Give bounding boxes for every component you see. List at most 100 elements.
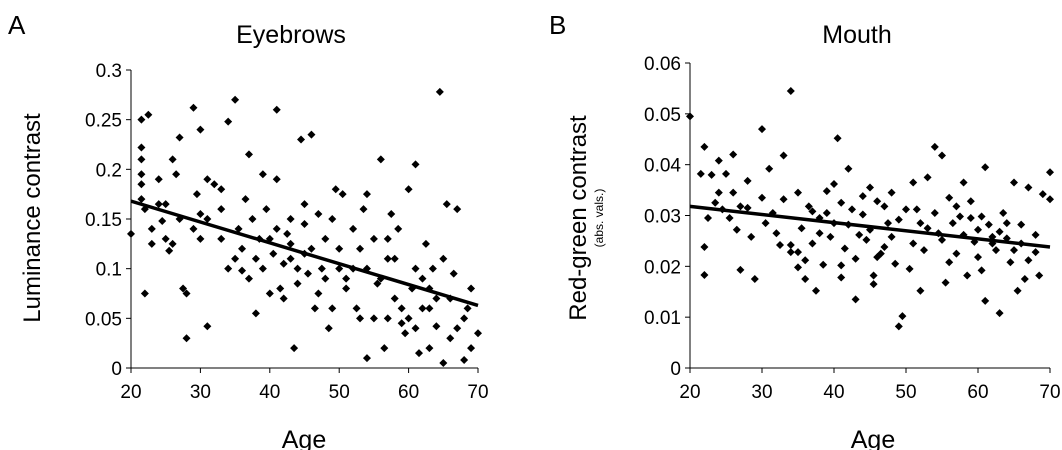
data-point xyxy=(234,224,243,233)
panel-b-x-axis-label: Age xyxy=(851,426,895,450)
data-point xyxy=(307,244,316,253)
data-point xyxy=(283,229,292,238)
y-tick-label: 0.1 xyxy=(96,260,122,281)
y-tick-label: 0.03 xyxy=(644,207,681,228)
data-point xyxy=(758,125,766,134)
data-point xyxy=(137,143,146,152)
data-point xyxy=(905,264,914,273)
data-point xyxy=(974,253,982,262)
data-point xyxy=(966,214,975,223)
y-tick-label: 0.25 xyxy=(85,111,122,132)
data-point xyxy=(909,178,918,187)
x-tick-label: 70 xyxy=(467,382,488,403)
data-point xyxy=(432,322,441,331)
data-point xyxy=(945,258,954,267)
y-tick-label: 0.15 xyxy=(85,210,122,231)
data-point xyxy=(203,322,212,331)
data-point xyxy=(137,155,146,164)
data-point xyxy=(383,254,392,263)
data-point xyxy=(794,263,802,272)
data-point xyxy=(923,173,932,182)
data-point xyxy=(786,240,795,249)
data-point xyxy=(362,190,371,199)
data-point xyxy=(1006,258,1015,267)
data-point xyxy=(328,215,337,223)
data-point xyxy=(342,284,351,293)
x-tick-label: 20 xyxy=(679,382,700,403)
data-point xyxy=(397,319,406,328)
data-point xyxy=(1010,178,1018,187)
data-point xyxy=(251,309,260,318)
data-point xyxy=(376,155,385,164)
data-point xyxy=(418,274,427,283)
data-point xyxy=(460,356,469,365)
data-point xyxy=(161,200,170,209)
data-point xyxy=(383,314,392,323)
data-point xyxy=(244,150,253,159)
data-point xyxy=(887,232,896,241)
data-point xyxy=(418,304,427,313)
data-point xyxy=(880,243,889,252)
data-point xyxy=(923,224,932,233)
data-point xyxy=(303,269,312,278)
data-point xyxy=(390,254,399,263)
data-point xyxy=(401,329,410,338)
data-point xyxy=(251,254,260,263)
data-point xyxy=(1020,275,1029,284)
data-point xyxy=(463,304,472,313)
data-point xyxy=(808,207,817,216)
data-point xyxy=(981,163,990,172)
data-point xyxy=(161,234,170,243)
data-point xyxy=(217,185,226,194)
data-point xyxy=(467,344,476,353)
data-point xyxy=(352,304,361,313)
x-tick-label: 50 xyxy=(895,382,916,403)
data-point xyxy=(714,188,723,197)
data-point xyxy=(938,235,946,244)
data-point xyxy=(359,205,368,214)
data-point xyxy=(321,234,330,243)
data-point xyxy=(894,215,903,224)
data-point xyxy=(293,279,302,288)
data-point xyxy=(238,244,247,253)
data-point xyxy=(880,202,889,211)
data-point xyxy=(725,214,734,223)
data-point xyxy=(203,175,212,184)
data-point xyxy=(830,179,838,188)
data-point xyxy=(317,264,326,273)
data-point xyxy=(920,246,928,255)
data-point xyxy=(425,304,434,313)
data-point xyxy=(262,205,271,214)
data-point xyxy=(321,274,330,283)
data-point xyxy=(837,261,846,270)
data-point xyxy=(959,178,968,187)
data-point xyxy=(127,229,135,238)
data-point xyxy=(286,254,295,263)
data-point xyxy=(729,188,738,197)
data-point xyxy=(941,278,950,287)
panel-a-title: Eyebrows xyxy=(236,21,346,49)
data-point xyxy=(858,192,867,201)
data-point xyxy=(286,239,295,248)
data-point xyxy=(425,344,434,353)
data-point xyxy=(279,294,288,303)
data-point xyxy=(794,188,802,197)
x-tick-label: 30 xyxy=(751,382,772,403)
data-point xyxy=(916,286,925,295)
data-point xyxy=(930,208,939,217)
panel-a-points xyxy=(127,87,482,368)
data-point xyxy=(373,279,382,288)
data-point xyxy=(801,256,810,265)
data-point xyxy=(822,187,831,196)
data-point xyxy=(244,274,253,283)
data-point xyxy=(804,202,813,211)
data-point xyxy=(192,190,201,199)
data-point xyxy=(779,151,788,160)
data-point xyxy=(884,219,892,228)
data-point xyxy=(711,198,720,207)
data-point xyxy=(238,266,247,275)
panel-a-x-axis-label: Age xyxy=(282,426,326,450)
data-point xyxy=(411,264,420,273)
data-point xyxy=(786,86,795,95)
